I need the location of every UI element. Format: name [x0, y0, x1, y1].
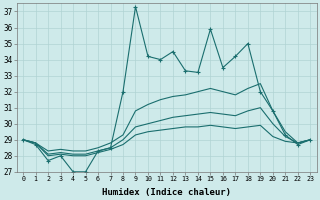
X-axis label: Humidex (Indice chaleur): Humidex (Indice chaleur) [102, 188, 231, 197]
